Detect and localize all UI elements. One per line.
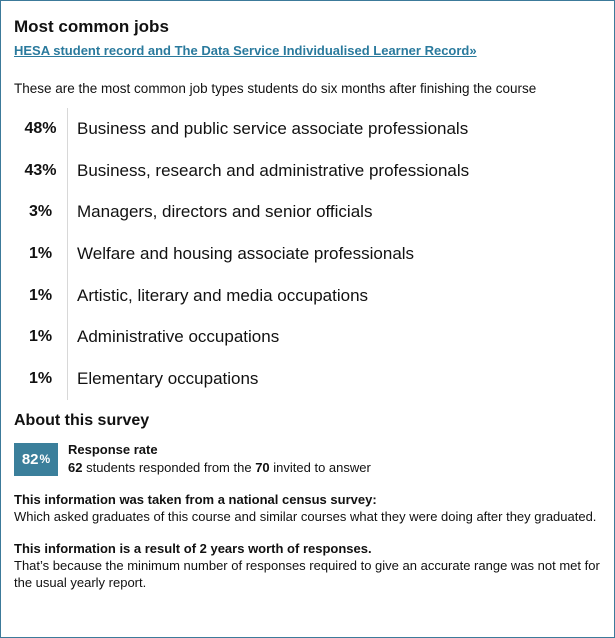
invited-count: 70: [255, 459, 270, 475]
list-item: 1% Elementary occupations: [14, 358, 601, 400]
response-rate-title: Response rate: [68, 441, 158, 457]
survey-heading: About this survey: [14, 411, 150, 429]
list-item: 1% Administrative occupations: [14, 316, 601, 359]
list-item: 3% Managers, directors and senior offici…: [14, 191, 601, 234]
job-percentage: 1%: [28, 328, 53, 346]
invited-text: invited to answer: [269, 459, 371, 475]
job-percentage: 48%: [24, 119, 57, 137]
census-info: This information was taken from a nation…: [14, 491, 601, 525]
list-item: 1% Artistic, literary and media occupati…: [14, 274, 601, 317]
response-rate-value: 82: [21, 450, 39, 468]
list-item: 48% Business and public service associat…: [14, 108, 601, 150]
job-label: Artistic, literary and media occupations: [67, 274, 601, 317]
years-info: This information is a result of 2 years …: [14, 540, 601, 591]
intro-text: These are the most common job types stud…: [14, 81, 537, 96]
responded-count: 62: [68, 459, 83, 475]
jobs-list: 48% Business and public service associat…: [14, 108, 601, 400]
job-label: Elementary occupations: [67, 358, 601, 400]
job-label: Business, research and administrative pr…: [67, 149, 601, 192]
job-label: Administrative occupations: [67, 316, 601, 359]
responded-text: students responded from the: [82, 459, 256, 475]
list-item: 43% Business, research and administrativ…: [14, 149, 601, 192]
job-percentage: 1%: [28, 369, 53, 387]
data-source-link[interactable]: HESA student record and The Data Service…: [14, 43, 477, 58]
census-text: Which asked graduates of this course and…: [14, 508, 597, 524]
list-item: 1% Welfare and housing associate profess…: [14, 233, 601, 275]
response-rate-badge: 82%: [14, 442, 58, 476]
job-label: Business and public service associate pr…: [67, 108, 601, 150]
percent-symbol: %: [39, 452, 51, 467]
section-title: Most common jobs: [14, 17, 169, 36]
response-rate-text: 62 students responded from the 70 invite…: [68, 460, 371, 475]
years-title: This information is a result of 2 years …: [14, 541, 372, 557]
response-rate-block: 82% Response rate 62 students responded …: [14, 440, 601, 476]
job-percentage: 1%: [28, 286, 53, 304]
job-percentage: 43%: [24, 161, 57, 179]
job-label: Managers, directors and senior officials: [67, 191, 601, 234]
job-percentage: 3%: [28, 203, 53, 221]
response-rate-details: Response rate 62 students responded from…: [68, 440, 371, 475]
job-label: Welfare and housing associate profession…: [67, 233, 601, 275]
job-percentage: 1%: [28, 244, 53, 262]
census-title: This information was taken from a nation…: [14, 491, 377, 507]
years-text: That’s because the minimum number of res…: [14, 558, 600, 591]
